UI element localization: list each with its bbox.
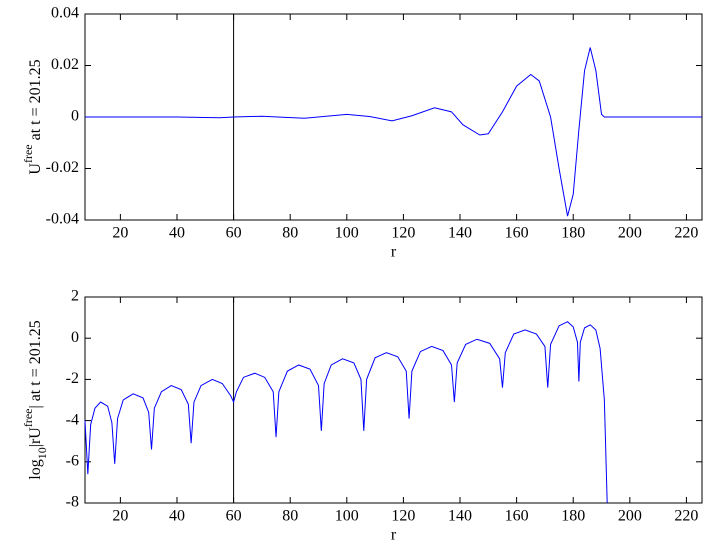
y-axis-label-part: U (27, 163, 44, 175)
y-axis-label-part: | at t = 201.25 (27, 320, 44, 408)
x-tick-label: 40 (169, 508, 185, 525)
plot-area (84, 296, 703, 504)
data-line (84, 321, 608, 504)
y-axis-label-part: log (27, 459, 44, 479)
x-tick-label: 200 (618, 508, 642, 525)
x-tick-label: 40 (169, 225, 185, 242)
x-tick-label: 220 (674, 225, 698, 242)
x-tick-label: 120 (391, 225, 415, 242)
y-axis-label-part: 10 (35, 447, 49, 459)
x-tick-label: 140 (448, 225, 472, 242)
y-tick-label: -0.02 (46, 159, 79, 176)
y-tick-label: -4 (66, 411, 79, 428)
y-tick-label: 0.02 (51, 56, 79, 73)
y-axis-label-part: at t = 201.25 (27, 59, 44, 144)
x-tick-label: 120 (391, 508, 415, 525)
y-tick-label: 0 (71, 329, 79, 346)
x-tick-label: 160 (505, 225, 529, 242)
x-tick-label: 80 (282, 508, 298, 525)
y-tick-label: -2 (66, 370, 79, 387)
x-tick-label: 180 (561, 508, 585, 525)
y-axis-label: log10|rUfree| at t = 201.25 (21, 320, 49, 479)
y-tick-label: -0.04 (46, 211, 79, 228)
x-tick-label: 20 (112, 508, 128, 525)
x-tick-label: 60 (226, 225, 242, 242)
x-tick-label: 180 (561, 225, 585, 242)
y-tick-label: -8 (66, 494, 79, 511)
y-tick-label: 2 (71, 288, 79, 305)
y-tick-label: 0.04 (51, 5, 79, 22)
y-axis-label: Ufree at t = 201.25 (21, 59, 44, 174)
x-tick-label: 80 (282, 225, 298, 242)
x-axis-label: r (391, 527, 397, 544)
x-tick-label: 140 (448, 508, 472, 525)
x-tick-label: 60 (226, 508, 242, 525)
x-tick-label: 20 (112, 225, 128, 242)
y-axis-label-part: free (21, 144, 35, 163)
y-axis-label-part: free (21, 409, 35, 428)
x-tick-label: 220 (674, 508, 698, 525)
x-axis-label: r (391, 244, 397, 261)
x-tick-label: 160 (505, 508, 529, 525)
y-tick-label: -6 (66, 452, 79, 469)
y-tick-label: 0 (71, 108, 79, 125)
data-line (85, 47, 702, 217)
y-axis-label-part: |rU (27, 427, 44, 448)
x-tick-label: 200 (618, 225, 642, 242)
x-tick-label: 100 (335, 508, 359, 525)
x-tick-label: 100 (335, 225, 359, 242)
